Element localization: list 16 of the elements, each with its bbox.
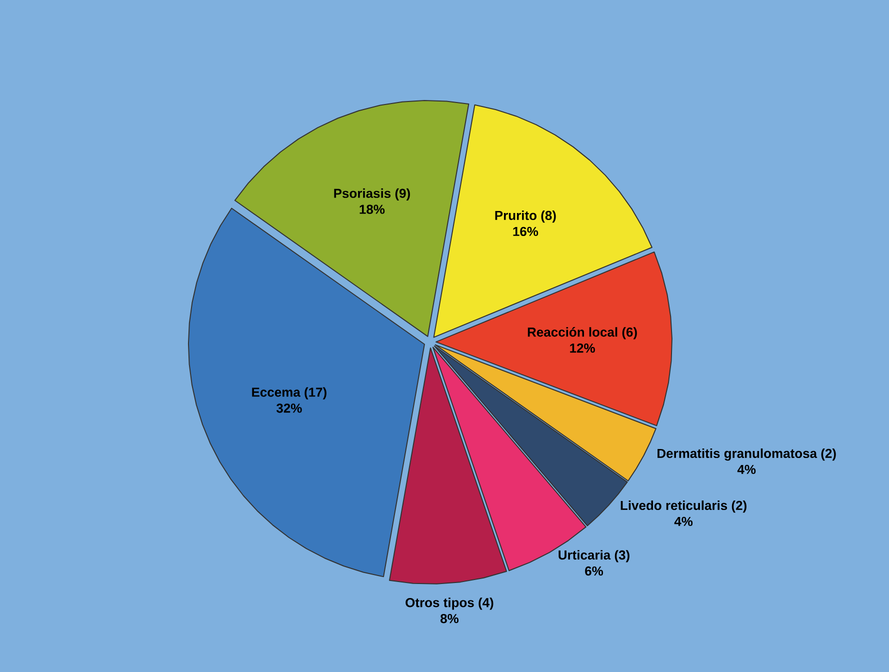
slice-label: Prurito (8)	[495, 210, 556, 223]
slice-label: Otros tipos (4)	[406, 598, 494, 610]
data-label: 8%	[440, 614, 459, 624]
slice-label: Livedo reticularis (2)	[620, 500, 746, 513]
slice-label: Urticaria (3)	[558, 550, 630, 562]
data-label: 4%	[674, 516, 693, 526]
data-label: 6%	[585, 566, 604, 576]
data-label: 16%	[513, 226, 538, 236]
slice-label: Eccema (17)	[252, 387, 326, 400]
slice-label: Reacción local (6)	[528, 327, 637, 340]
slice-label: Psoriasis (9)	[334, 188, 410, 201]
data-label: 4%	[737, 464, 756, 474]
slice-label: Dermatitis granulomatosa (2)	[658, 448, 836, 461]
data-label: 12%	[570, 344, 595, 353]
data-label: 18%	[360, 204, 385, 214]
data-label: 32%	[276, 404, 302, 413]
